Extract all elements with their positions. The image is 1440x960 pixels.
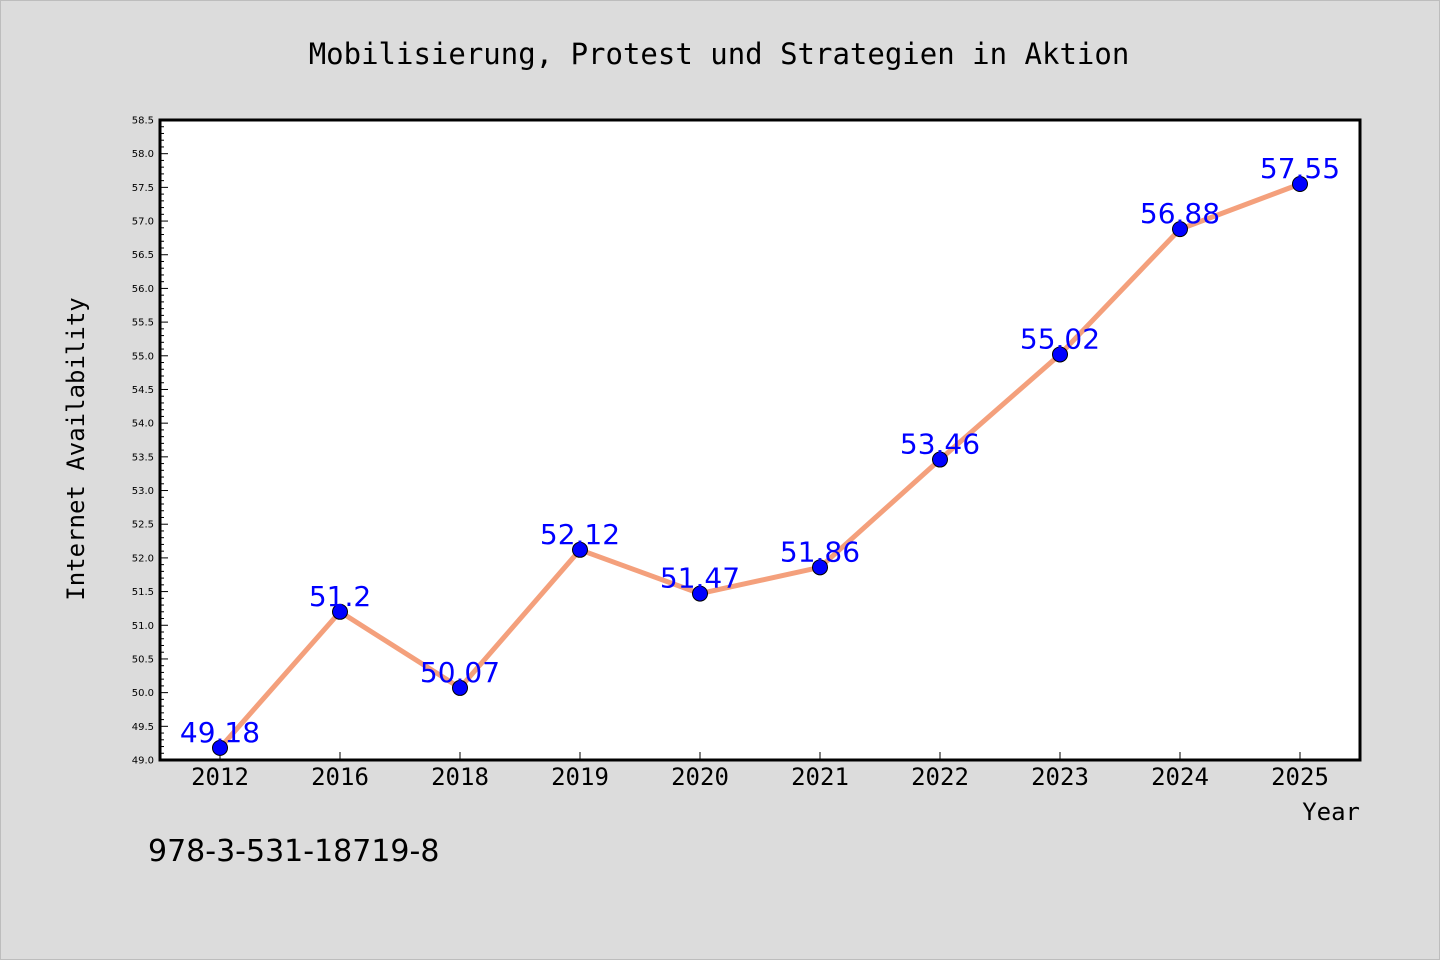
y-tick-label: 54.0 (132, 419, 154, 430)
data-point (812, 559, 828, 576)
x-tick-label: 2025 (1271, 763, 1329, 791)
x-tick-label: 2012 (191, 763, 249, 791)
y-tick-label: 50.5 (132, 654, 154, 665)
y-tick-label: 55.5 (132, 318, 154, 329)
y-tick-label: 51.5 (132, 587, 154, 598)
y-tick-label: 53.0 (132, 486, 154, 497)
y-tick-label: 58.5 (132, 116, 154, 127)
x-tick-label: 2022 (911, 763, 969, 791)
x-tick-label: 2019 (551, 763, 609, 791)
data-label: 52.12 (540, 518, 620, 551)
y-tick-label: 49.0 (132, 756, 154, 767)
y-tick-label: 51.0 (132, 621, 154, 632)
data-label: 51.86 (780, 535, 860, 568)
data-point (332, 603, 348, 620)
chart-title: Mobilisierung, Protest und Strategien in… (309, 37, 1130, 71)
data-label: 49.18 (180, 716, 260, 749)
data-point (452, 679, 468, 696)
y-tick-label: 56.5 (132, 250, 154, 261)
y-tick-label: 55.0 (132, 351, 154, 362)
plot-border (158, 118, 1362, 762)
x-tick-label: 2020 (671, 763, 729, 791)
data-label: 53.46 (900, 428, 980, 461)
x-tick-label: 2023 (1031, 763, 1089, 791)
x-axis-ticks: 2012 2016 2018 2019 2020 2021 2022 2023 2024 2025 (191, 752, 1329, 791)
x-tick-label: 2024 (1151, 763, 1209, 791)
data-point (692, 585, 708, 602)
data-label: 55.02 (1020, 322, 1100, 355)
series-group: 49.18 51.2 50.07 52.12 51.47 51.86 53.46 55.02 5… (180, 152, 1340, 756)
data-point (212, 739, 228, 756)
data-label: 51.47 (660, 562, 740, 595)
y-tick-label: 50.0 (132, 688, 154, 699)
data-label: 50.07 (420, 656, 500, 689)
plot-area (160, 120, 1360, 760)
y-tick-label: 49.5 (132, 722, 154, 733)
data-label: 57.55 (1260, 152, 1340, 185)
y-tick-label: 56.0 (132, 284, 154, 295)
y-axis-label: Internet Availability (62, 297, 90, 600)
x-tick-label: 2018 (431, 763, 489, 791)
x-tick-label: 2021 (791, 763, 849, 791)
y-tick-label: 53.5 (132, 452, 154, 463)
y-tick-label: 52.5 (132, 520, 154, 531)
data-point (932, 451, 948, 468)
series-line (217, 181, 1303, 751)
data-label: 56.88 (1140, 197, 1220, 230)
y-tick-label: 52.0 (132, 553, 154, 564)
y-tick-label: 54.5 (132, 385, 154, 396)
x-tick-label: 2016 (311, 763, 369, 791)
data-point (1292, 176, 1308, 192)
data-point (1172, 221, 1188, 238)
y-tick-label: 57.5 (132, 183, 154, 194)
data-point (1052, 346, 1068, 363)
y-tick-label: 57.0 (132, 217, 154, 228)
y-tick-label: 58.0 (132, 149, 154, 160)
data-label: 51.2 (309, 580, 371, 613)
isbn-text: 978-3-531-18719-8 (148, 834, 440, 869)
data-point (572, 541, 588, 558)
x-axis-label: Year (1302, 798, 1360, 826)
